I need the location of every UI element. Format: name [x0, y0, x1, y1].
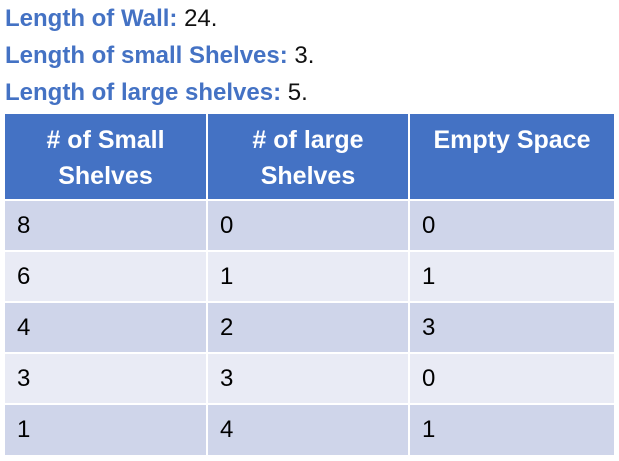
cell-large-count: 2 [207, 301, 410, 353]
shelves-table: # of Small Shelves # of large Shelves Em… [5, 114, 614, 455]
cell-empty-space: 0 [409, 352, 614, 404]
fact-value: 3. [287, 42, 315, 69]
cell-small-count: 3 [5, 352, 208, 404]
cell-small-count: 4 [5, 301, 208, 353]
header-line: Shelves [260, 162, 356, 190]
fact-label: Length of small Shelves: [5, 42, 288, 69]
table-row: 4 2 3 [5, 301, 614, 353]
fact-label: Length of large shelves: [5, 79, 282, 106]
table-row: 1 4 1 [5, 403, 614, 455]
table-row: 3 3 0 [5, 352, 614, 404]
header-line: Shelves [58, 162, 153, 190]
cell-empty-space: 1 [409, 250, 614, 302]
cell-large-count: 0 [207, 199, 410, 251]
fact-small-shelf-length: Length of small Shelves: 3. [5, 37, 615, 74]
fact-wall-length: Length of Wall: 24. [5, 0, 615, 37]
cell-large-count: 3 [207, 352, 410, 404]
table-row: 8 0 0 [5, 199, 614, 251]
cell-empty-space: 0 [409, 199, 614, 251]
table-row: 6 1 1 [5, 250, 614, 302]
cell-large-count: 1 [207, 250, 410, 302]
fact-value: 24. [177, 5, 218, 32]
fact-large-shelf-length: Length of large shelves: 5. [5, 74, 615, 111]
header-small-shelves: # of Small Shelves [5, 114, 208, 200]
cell-empty-space: 1 [409, 403, 614, 455]
cell-large-count: 4 [207, 403, 410, 455]
cell-empty-space: 3 [409, 301, 614, 353]
fact-label: Length of Wall: [5, 5, 178, 32]
fact-value: 5. [281, 79, 308, 106]
cell-small-count: 8 [5, 199, 208, 251]
header-line: # of Small [46, 126, 165, 154]
header-line: # of large [252, 126, 364, 154]
header-line: Empty Space [433, 126, 591, 154]
table-header-row: # of Small Shelves # of large Shelves Em… [5, 114, 614, 200]
problem-facts: Length of Wall: 24. Length of small Shel… [5, 0, 615, 111]
header-empty-space: Empty Space [409, 114, 614, 200]
header-large-shelves: # of large Shelves [207, 114, 410, 200]
cell-small-count: 6 [5, 250, 208, 302]
cell-small-count: 1 [5, 403, 208, 455]
